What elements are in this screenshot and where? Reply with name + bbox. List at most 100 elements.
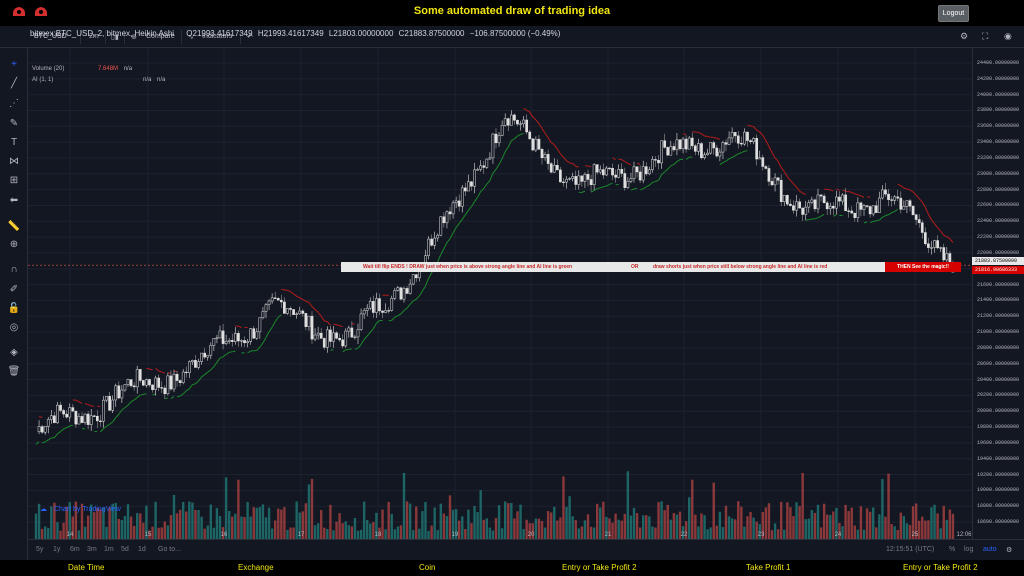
candle-up bbox=[344, 330, 348, 347]
magnet-icon[interactable]: ∩ bbox=[10, 264, 18, 275]
range-1m-button[interactable]: 1m bbox=[104, 546, 114, 553]
candle-up bbox=[841, 194, 844, 202]
volume-bar bbox=[34, 513, 38, 539]
ai-line-green bbox=[728, 156, 733, 160]
range-5d-button[interactable]: 5d bbox=[121, 546, 129, 553]
ai-line-green bbox=[891, 210, 895, 214]
crosshair-icon[interactable]: + bbox=[11, 59, 17, 70]
candle-down bbox=[341, 339, 345, 347]
volume-bar bbox=[614, 513, 617, 539]
redo-icon[interactable]: ↷ bbox=[263, 34, 269, 41]
volume-bar bbox=[577, 528, 580, 539]
range-6m-button[interactable]: 6m bbox=[70, 546, 80, 553]
volume-bar bbox=[454, 509, 458, 539]
candle-up bbox=[856, 202, 860, 218]
ai-line-green bbox=[719, 162, 724, 166]
volume-bar bbox=[442, 513, 446, 539]
volume-bar bbox=[878, 514, 881, 539]
volume-bar bbox=[562, 476, 565, 539]
eye-icon[interactable]: ◎ bbox=[9, 322, 19, 333]
price-axis-label: 19800.00000000 bbox=[977, 424, 1020, 431]
compare-button[interactable]: Compare bbox=[146, 33, 175, 40]
candle-down bbox=[457, 200, 461, 207]
axis-settings-icon[interactable]: ⚙ bbox=[1006, 547, 1013, 554]
ruler-icon[interactable]: 📏 bbox=[7, 221, 21, 232]
stay-drawing-icon[interactable]: ✐ bbox=[9, 284, 19, 295]
text-icon[interactable]: T bbox=[10, 137, 18, 148]
fullscreen-icon[interactable]: ⛶ bbox=[982, 31, 989, 41]
brush-icon[interactable]: ✎ bbox=[9, 118, 19, 129]
ai-line-red bbox=[326, 321, 331, 326]
candle-up bbox=[126, 379, 130, 385]
ai-label[interactable]: AI (1, 1) bbox=[32, 77, 54, 83]
candle-down bbox=[448, 211, 452, 215]
ai-line-green bbox=[483, 183, 488, 189]
candle-down bbox=[908, 200, 912, 207]
volume-label[interactable]: Volume (20) bbox=[32, 66, 65, 72]
log-toggle[interactable]: log bbox=[964, 546, 974, 553]
candle-up bbox=[807, 202, 811, 208]
volume-bar bbox=[375, 512, 378, 539]
candle-down bbox=[736, 135, 740, 144]
ai-line-green bbox=[648, 182, 653, 186]
candle-down bbox=[927, 243, 930, 248]
back-arrow-icon[interactable]: ⬅ bbox=[9, 195, 19, 206]
prediction-icon[interactable]: ⊞ bbox=[9, 175, 19, 186]
candle-up bbox=[145, 379, 148, 386]
legend-symbol[interactable]: bitmex:BTC_USD, 2, bitmex, Heikin Ashi bbox=[30, 29, 175, 38]
time-axis-label: 14 bbox=[67, 532, 74, 538]
volume-bar bbox=[847, 511, 850, 539]
ai-line-green bbox=[182, 390, 187, 395]
candle-down bbox=[430, 238, 433, 246]
settings-icon[interactable]: ⚙ bbox=[960, 31, 969, 41]
legend-close: C21883.87500000 bbox=[398, 29, 465, 38]
ai-line-green bbox=[820, 213, 825, 217]
range-3m-button[interactable]: 3m bbox=[87, 546, 97, 553]
goto-button[interactable]: Go to... bbox=[158, 546, 181, 553]
volume-bar bbox=[421, 511, 424, 539]
interval-selector[interactable]: 2m bbox=[89, 33, 99, 40]
ai-line-green bbox=[646, 184, 650, 188]
trash-icon[interactable]: 🗑 bbox=[7, 366, 21, 377]
volume-bar bbox=[684, 521, 688, 539]
volume-bar bbox=[510, 502, 513, 539]
volume-bar bbox=[724, 505, 728, 539]
range-1y-button[interactable]: 1y bbox=[53, 546, 61, 553]
compare-icon[interactable]: ⊕ bbox=[131, 34, 137, 41]
trendline-icon[interactable]: ╱ bbox=[10, 78, 18, 89]
ai-line-red bbox=[149, 368, 153, 371]
percent-toggle[interactable]: % bbox=[949, 546, 956, 553]
range-5y-button[interactable]: 5y bbox=[36, 546, 44, 553]
pattern-icon[interactable]: ⋈ bbox=[9, 156, 19, 167]
candle-up bbox=[187, 361, 191, 374]
ai-line-green bbox=[271, 321, 276, 328]
candle-up bbox=[467, 181, 470, 192]
fib-icon[interactable]: ⋰ bbox=[9, 98, 19, 109]
zoom-icon[interactable]: ⊕ bbox=[9, 239, 19, 250]
ai-line-red bbox=[284, 289, 288, 291]
indicators-icon[interactable]: ∿ bbox=[188, 34, 194, 41]
volume-bar bbox=[537, 518, 541, 539]
volume-bar bbox=[316, 523, 320, 539]
range-1d-button[interactable]: 1d bbox=[138, 546, 146, 553]
auto-toggle[interactable]: auto bbox=[983, 546, 997, 553]
undo-icon[interactable]: ↶ bbox=[247, 34, 253, 41]
volume-bar bbox=[921, 516, 924, 539]
price-chart[interactable]: 14 15 16 17 18 19 20 21 22 23 24 25 12:06 bbox=[28, 48, 972, 539]
ai-line-red bbox=[314, 309, 319, 313]
candle-type-icon[interactable]: ▯▮ bbox=[111, 34, 119, 41]
lock-icon[interactable]: 🔓 bbox=[7, 303, 21, 314]
tradingview-watermark[interactable]: ☁ Chart by TradingView bbox=[40, 505, 121, 513]
volume-bar bbox=[154, 501, 157, 539]
symbol-search[interactable]: BTC_USD bbox=[34, 33, 67, 40]
logout-button[interactable]: Logout bbox=[938, 5, 969, 22]
ai-line-green bbox=[652, 181, 656, 183]
volume-bar bbox=[522, 529, 525, 539]
candle-down bbox=[850, 210, 854, 214]
indicators-button[interactable]: Indicators bbox=[202, 33, 233, 40]
price-axis[interactable]: 24400.00000000 24200.00000000 24000.000000… bbox=[972, 48, 1024, 539]
layers-icon[interactable]: ◈ bbox=[10, 347, 18, 358]
camera-icon[interactable]: ◉ bbox=[1004, 31, 1012, 41]
candle-up bbox=[522, 119, 525, 125]
ai-line-red bbox=[296, 295, 300, 299]
